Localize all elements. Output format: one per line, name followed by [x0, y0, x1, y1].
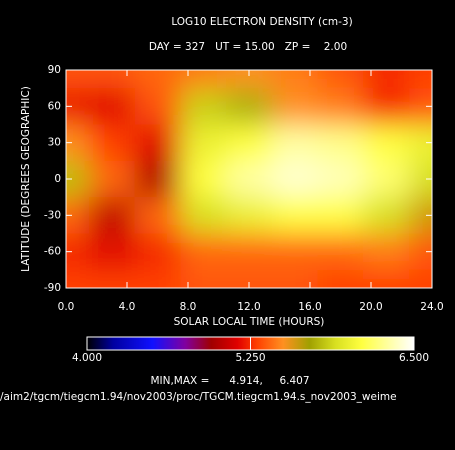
heat-cell — [88, 88, 136, 125]
x-tick-label: 12.0 — [237, 301, 260, 313]
heat-cell — [317, 88, 364, 125]
heat-cell — [134, 160, 181, 198]
minmax-label: MIN,MAX = 4.914, 6.407 — [150, 375, 309, 387]
heat-cell — [317, 233, 364, 271]
heat-cell — [409, 233, 432, 271]
heat-cell — [226, 124, 273, 162]
heat-cell — [363, 197, 410, 234]
heat-cell — [363, 269, 410, 288]
heat-cell — [66, 269, 90, 288]
heat-cell — [134, 88, 181, 125]
heat-cell — [180, 197, 227, 234]
y-tick-label: -90 — [44, 282, 61, 294]
heat-cell — [180, 269, 227, 288]
heat-cell — [66, 233, 90, 271]
heat-cell — [409, 269, 432, 288]
heat-cell — [363, 160, 410, 198]
y-tick-label: 90 — [48, 64, 61, 76]
colorbar-tick-label: 5.250 — [235, 352, 265, 364]
heat-cell — [271, 197, 319, 234]
heat-cell — [88, 160, 136, 198]
heat-cell — [409, 70, 432, 89]
heat-cell — [134, 70, 181, 89]
heat-cell — [317, 124, 364, 162]
heat-cell — [409, 197, 432, 234]
heat-cell — [134, 269, 181, 288]
heat-cell — [88, 269, 136, 288]
heat-cell — [271, 269, 319, 288]
heat-cell — [317, 197, 364, 234]
heat-cell — [226, 269, 273, 288]
heat-cell — [66, 197, 90, 234]
colorbar-tick-label: 4.000 — [72, 352, 102, 364]
x-tick-label: 8.0 — [180, 301, 197, 313]
x-tick-label: 4.0 — [119, 301, 136, 313]
heat-cell — [180, 233, 227, 271]
x-tick-label: 0.0 — [58, 301, 75, 313]
heat-cell — [363, 233, 410, 271]
file-path: /aim2/tgcm/tiegcm1.94/nov2003/proc/TGCM.… — [0, 391, 397, 403]
heat-cell — [180, 124, 227, 162]
heatmap-cells — [66, 70, 432, 288]
heatmap — [66, 70, 432, 288]
y-tick-label: -30 — [44, 209, 61, 221]
y-tick-label: 30 — [48, 137, 61, 149]
heat-cell — [271, 70, 319, 89]
heat-cell — [271, 88, 319, 125]
heat-cell — [66, 124, 90, 162]
y-tick-label: -60 — [44, 246, 61, 258]
heat-cell — [134, 233, 181, 271]
heat-cell — [363, 88, 410, 125]
heat-cell — [317, 70, 364, 89]
heat-cell — [409, 160, 432, 198]
heat-cell — [66, 160, 90, 198]
heat-cell — [88, 124, 136, 162]
heat-cell — [271, 124, 319, 162]
heat-cell — [409, 88, 432, 125]
heat-cell — [226, 160, 273, 198]
heat-cell — [363, 124, 410, 162]
heat-cell — [226, 88, 273, 125]
heat-cell — [226, 70, 273, 89]
heat-cell — [180, 70, 227, 89]
heat-cell — [271, 233, 319, 271]
heat-cell — [66, 70, 90, 89]
heat-cell — [271, 160, 319, 198]
x-axis-label: SOLAR LOCAL TIME (HOURS) — [174, 316, 325, 328]
heat-cell — [134, 124, 181, 162]
x-tick-label: 20.0 — [359, 301, 382, 313]
x-tick-label: 24.0 — [420, 301, 443, 313]
heat-cell — [88, 70, 136, 89]
colorbar-tick-label: 6.500 — [399, 352, 429, 364]
heat-cell — [317, 269, 364, 288]
heat-cell — [226, 197, 273, 234]
heat-cell — [363, 70, 410, 89]
heat-cell — [317, 160, 364, 198]
x-tick-label: 16.0 — [298, 301, 321, 313]
y-axis-label: LATITUDE (DEGREES GEOGRAPHIC) — [20, 86, 32, 272]
heat-cell — [180, 88, 227, 125]
heat-cell — [66, 88, 90, 125]
heat-cell — [226, 233, 273, 271]
heat-cell — [134, 197, 181, 234]
chart-subtitle: DAY = 327 UT = 15.00 ZP = 2.00 — [149, 41, 347, 53]
y-tick-label: 0 — [54, 173, 61, 185]
heat-cell — [409, 124, 432, 162]
y-tick-label: 60 — [48, 100, 61, 112]
heat-cell — [88, 233, 136, 271]
heat-cell — [88, 197, 136, 234]
heat-cell — [180, 160, 227, 198]
chart-title: LOG10 ELECTRON DENSITY (cm-3) — [171, 16, 352, 28]
